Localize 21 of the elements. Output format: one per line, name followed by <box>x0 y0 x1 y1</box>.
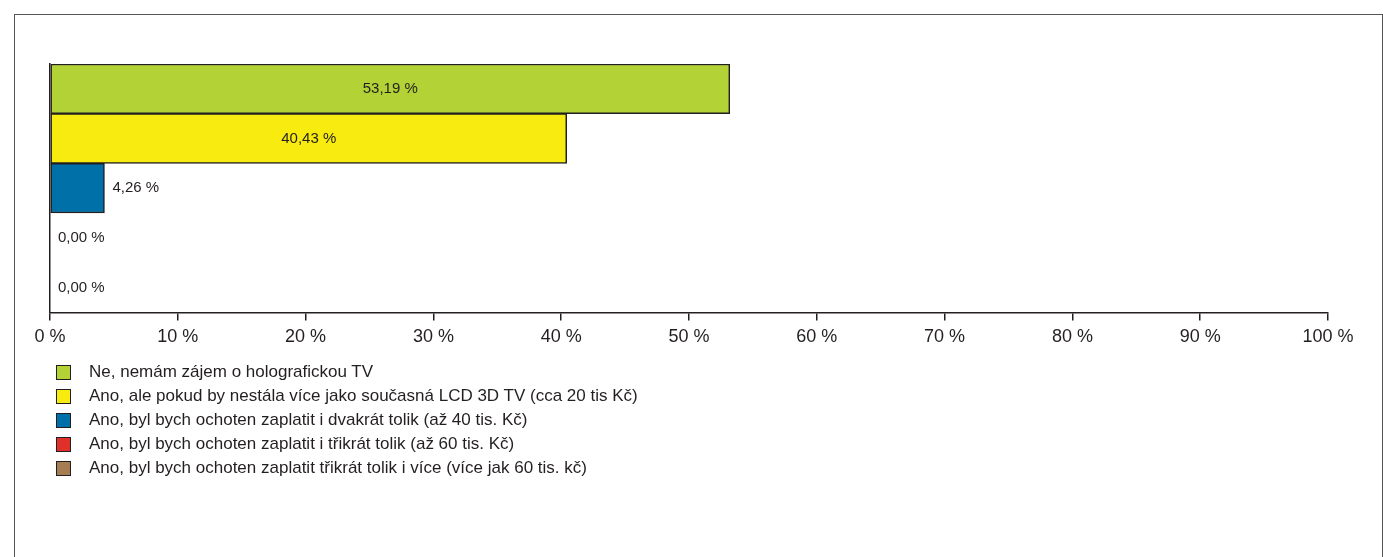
data-label: 53,19 % <box>362 78 418 96</box>
x-tick-label: 90 % <box>1179 326 1221 347</box>
legend-label: Ano, byl bych ochoten zaplatit i třikrát tolik (až 60 tis. Kč) <box>89 434 515 454</box>
legend-label: Ne, nemám zájem o holografickou TV <box>89 362 374 382</box>
legend-label: Ano, byl bych ochoten zaplatit i dvakrát tolik (až 40 tis. Kč) <box>89 410 528 430</box>
data-label: 4,26 % <box>112 178 160 196</box>
x-tick-label: 80 % <box>1051 326 1093 347</box>
x-tick-label: 50 % <box>668 326 710 347</box>
x-tick-label: 60 % <box>796 326 838 347</box>
x-tick-label: 40 % <box>540 326 582 347</box>
x-tick-label: 0 % <box>34 326 66 347</box>
x-tick-label: 100 % <box>1302 326 1354 347</box>
x-tick-label: 30 % <box>412 326 454 347</box>
x-tick-label: 10 % <box>157 326 199 347</box>
x-tick-label: 70 % <box>924 326 966 347</box>
x-tick-label: 20 % <box>285 326 327 347</box>
data-label: 40,43 % <box>281 128 337 146</box>
legend-label: Ano, byl bych ochoten zaplatit třikrát tolik i více (více jak 60 tis. kč) <box>89 458 587 478</box>
legend-label: Ano, ale pokud by nestála více jako současná LCD 3D TV (cca 20 tis Kč) <box>89 386 638 406</box>
data-label: 0,00 % <box>58 277 105 295</box>
data-label: 0,00 % <box>58 228 105 246</box>
